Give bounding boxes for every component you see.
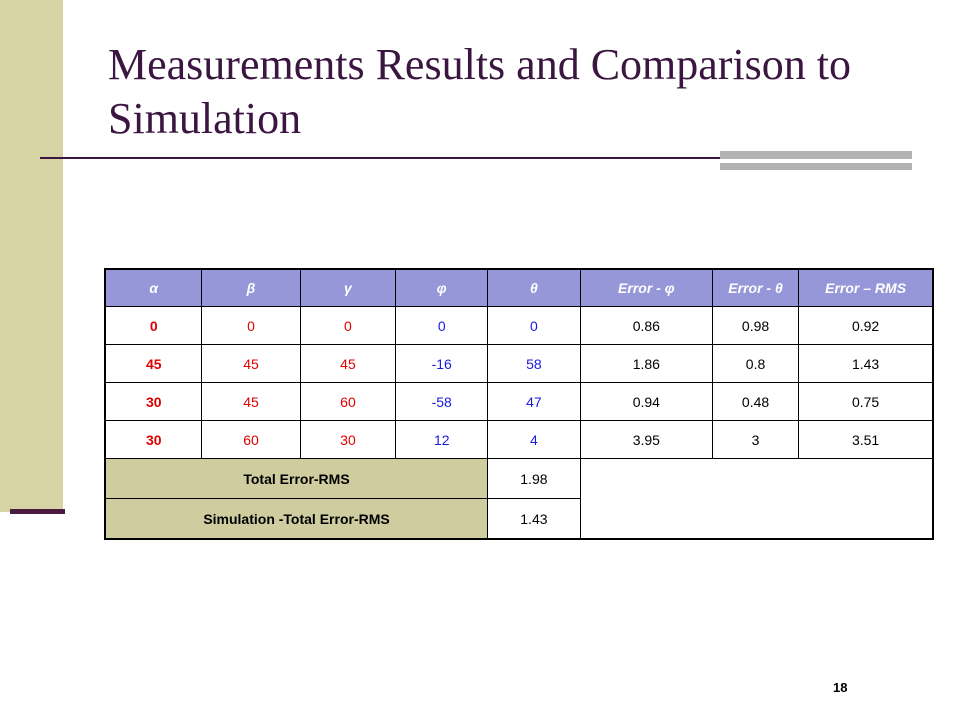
cell-phi: -58 [395, 382, 489, 421]
cell-theta: 0 [487, 306, 581, 345]
cell-alpha: 30 [104, 420, 203, 459]
cell-error-rms: 0.92 [798, 306, 934, 345]
left-decorative-bar [0, 0, 63, 512]
cell-phi: 12 [395, 420, 489, 459]
total-error-rms-value: 1.98 [487, 458, 581, 499]
cell-error-theta: 0.8 [711, 344, 800, 383]
summary-row-simulation: Simulation -Total Error-RMS 1.43 [104, 498, 933, 540]
title-rule-gray-block-bottom [720, 163, 912, 170]
cell-theta: 47 [487, 382, 581, 421]
table-row: 0 0 0 0 0 0.86 0.98 0.92 [104, 306, 934, 345]
title-rule-gray-block-top [720, 151, 912, 159]
cell-error-theta: 0.48 [711, 382, 800, 421]
summary-blank-area [579, 458, 934, 540]
cell-theta: 58 [487, 344, 581, 383]
table-header-row: α β γ φ θ Error - φ Error - θ Error – RM… [104, 268, 934, 307]
cell-phi: 0 [395, 306, 489, 345]
cell-theta: 4 [487, 420, 581, 459]
cell-gamma: 60 [299, 382, 397, 421]
simulation-total-error-rms-label: Simulation -Total Error-RMS [104, 498, 489, 540]
table-row: 30 45 60 -58 47 0.94 0.48 0.75 [104, 382, 934, 421]
title-underline [40, 157, 912, 159]
results-table: α β γ φ θ Error - φ Error - θ Error – RM… [104, 268, 934, 540]
cell-error-phi: 0.94 [579, 382, 713, 421]
cell-alpha: 0 [104, 306, 203, 345]
cell-error-rms: 3.51 [798, 420, 934, 459]
header-alpha: α [104, 268, 203, 307]
cell-error-theta: 0.98 [711, 306, 800, 345]
header-beta: β [201, 268, 301, 307]
cell-error-phi: 0.86 [579, 306, 713, 345]
cell-error-phi: 3.95 [579, 420, 713, 459]
header-error-theta: Error - θ [711, 268, 800, 307]
cell-error-phi: 1.86 [579, 344, 713, 383]
left-bar-accent [10, 509, 65, 514]
header-theta: θ [487, 268, 581, 307]
cell-beta: 45 [201, 344, 301, 383]
cell-beta: 0 [201, 306, 301, 345]
header-phi: φ [395, 268, 489, 307]
table-row: 45 45 45 -16 58 1.86 0.8 1.43 [104, 344, 934, 383]
cell-error-theta: 3 [711, 420, 800, 459]
cell-beta: 45 [201, 382, 301, 421]
header-error-phi: Error - φ [579, 268, 713, 307]
total-error-rms-label: Total Error-RMS [104, 458, 489, 499]
slide-title: Measurements Results and Comparison to S… [108, 40, 852, 143]
cell-alpha: 30 [104, 382, 203, 421]
page-number: 18 [833, 680, 848, 695]
header-error-rms: Error – RMS [798, 268, 934, 307]
cell-gamma: 45 [299, 344, 397, 383]
summary-row-total: Total Error-RMS 1.98 [104, 458, 934, 540]
cell-phi: -16 [395, 344, 489, 383]
cell-gamma: 30 [299, 420, 397, 459]
table-row: 30 60 30 12 4 3.95 3 3.51 [104, 420, 934, 459]
cell-error-rms: 0.75 [798, 382, 934, 421]
cell-beta: 60 [201, 420, 301, 459]
cell-alpha: 45 [104, 344, 203, 383]
header-gamma: γ [299, 268, 397, 307]
cell-error-rms: 1.43 [798, 344, 934, 383]
simulation-total-error-rms-value: 1.43 [487, 498, 581, 540]
cell-gamma: 0 [299, 306, 397, 345]
